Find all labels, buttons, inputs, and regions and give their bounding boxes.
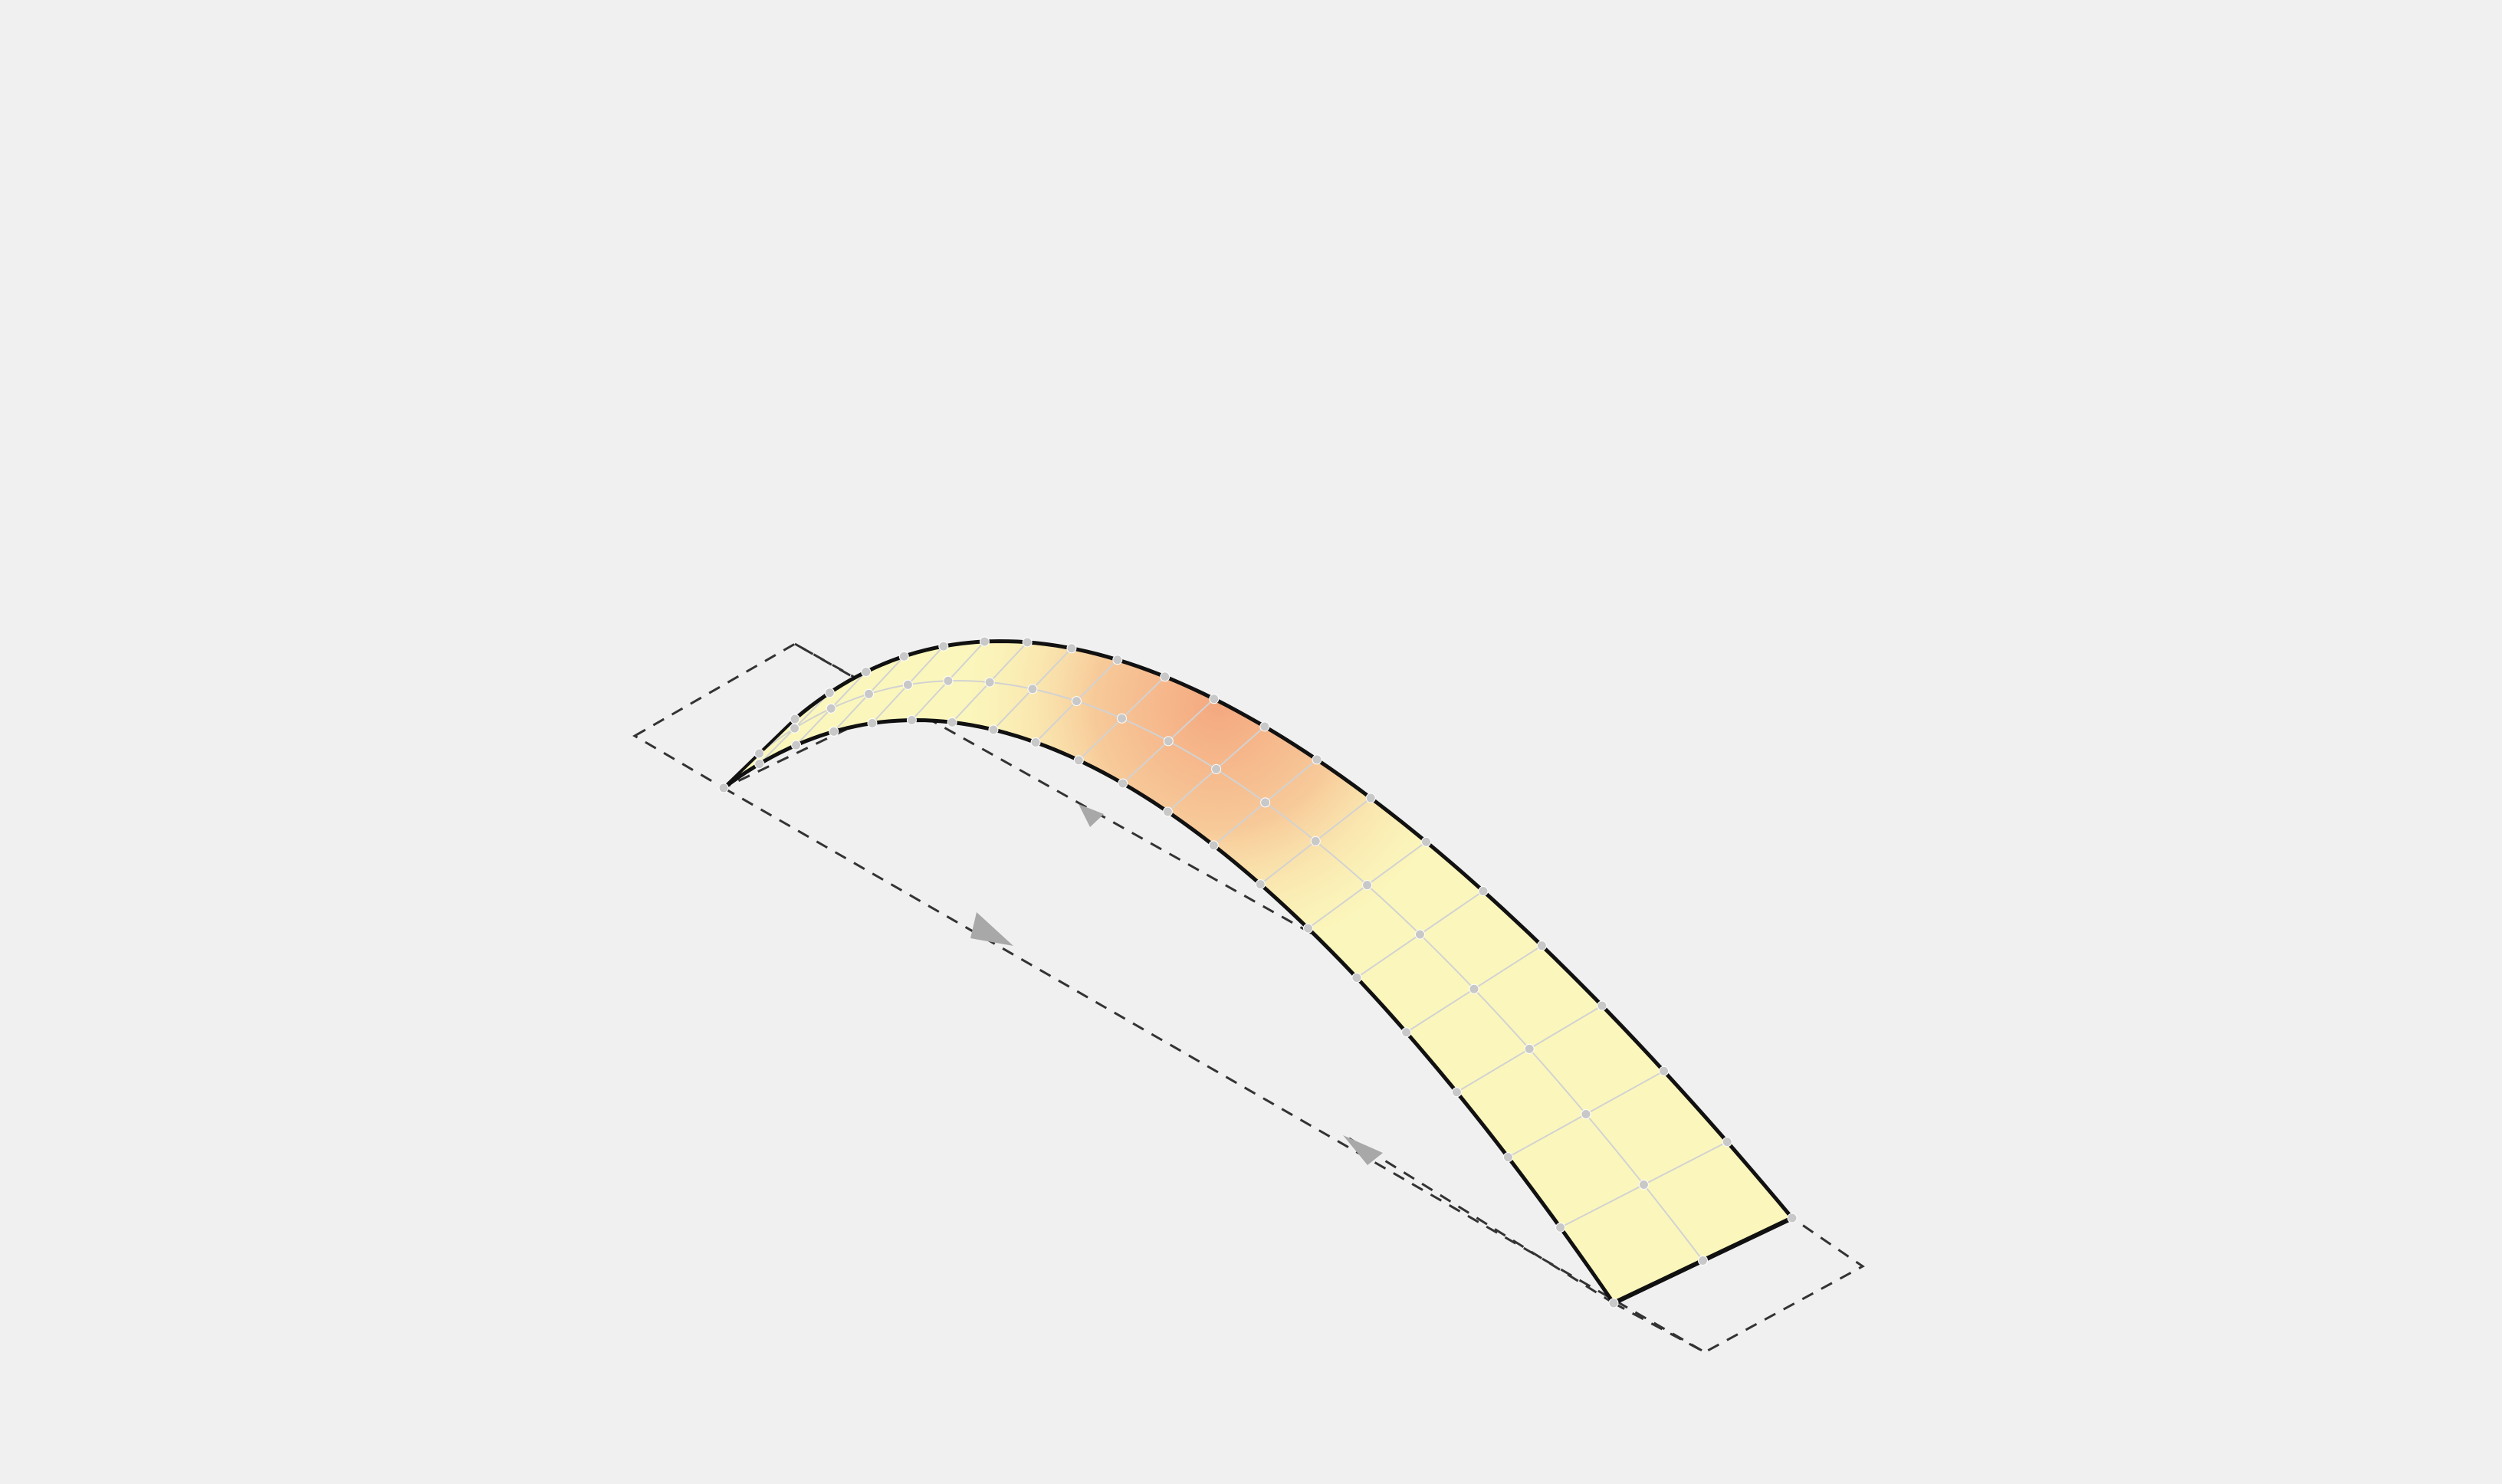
mesh-node xyxy=(1787,1213,1798,1223)
mesh-node xyxy=(1255,879,1266,890)
middle-direction-arrow xyxy=(970,912,1013,946)
mesh-node xyxy=(1362,880,1373,891)
mesh-node xyxy=(829,726,839,737)
mesh-node xyxy=(790,723,800,734)
mesh-node xyxy=(1117,713,1128,724)
mesh-node xyxy=(1259,721,1270,732)
mesh-node xyxy=(1421,836,1432,847)
mesh-node xyxy=(1351,973,1362,983)
direction-arrows-layer xyxy=(970,804,1383,1165)
mesh-node xyxy=(824,688,835,698)
mesh-node xyxy=(1160,671,1171,682)
mesh-node xyxy=(938,641,949,652)
surface-stress-highlight xyxy=(724,641,1792,1303)
mesh-node xyxy=(1118,778,1128,789)
mesh-node xyxy=(947,717,957,727)
mesh-node xyxy=(754,748,764,759)
mesh-node xyxy=(1022,637,1033,648)
mesh-node xyxy=(754,759,765,770)
mesh-nodes xyxy=(718,636,1798,1308)
mesh-node xyxy=(979,636,990,647)
mesh-node xyxy=(1112,655,1123,665)
mesh-node xyxy=(1451,1087,1462,1098)
mesh-node xyxy=(1163,736,1174,747)
mesh-node xyxy=(1209,694,1220,704)
mesh-node xyxy=(898,651,909,662)
mesh-node xyxy=(718,783,729,793)
mesh-node xyxy=(1659,1065,1670,1076)
lower-direction-arrow xyxy=(1343,1135,1383,1165)
mesh-node xyxy=(1071,696,1082,707)
mesh-node xyxy=(1312,754,1322,765)
mesh-node xyxy=(984,677,995,688)
lower-support-line xyxy=(723,786,1706,1354)
right-support-connector xyxy=(1348,1137,1614,1305)
mesh-node xyxy=(1310,836,1321,846)
mesh-node xyxy=(861,666,872,677)
mesh-node xyxy=(1502,1152,1513,1163)
mesh-node xyxy=(1524,1043,1535,1054)
mesh-node xyxy=(1066,643,1077,654)
mesh-node xyxy=(1698,1256,1708,1266)
mesh-node xyxy=(1365,793,1376,803)
mesh-node xyxy=(790,714,800,724)
mesh-node xyxy=(1638,1180,1649,1190)
mesh-node xyxy=(1211,763,1222,774)
mesh-node xyxy=(1469,983,1479,994)
mesh-node xyxy=(1208,840,1219,851)
mesh-node xyxy=(1555,1222,1566,1233)
mesh-node xyxy=(1722,1137,1732,1147)
mesh-node xyxy=(863,688,874,699)
mesh-node xyxy=(1536,941,1547,951)
mesh-node xyxy=(1073,755,1084,766)
mesh-node xyxy=(902,679,913,690)
mesh-node xyxy=(867,718,878,729)
mesh-node xyxy=(1608,1298,1619,1308)
mesh-node xyxy=(943,675,954,686)
mesh-node xyxy=(1414,929,1425,940)
mesh-node xyxy=(988,724,999,735)
mesh-node xyxy=(1030,737,1041,747)
arched-shell-surface[interactable] xyxy=(724,641,1792,1303)
mesh-node xyxy=(906,715,917,725)
mesh-node xyxy=(1027,684,1038,694)
mesh-node xyxy=(1260,797,1271,808)
mesh-node xyxy=(1162,806,1173,817)
mesh-node xyxy=(791,740,802,750)
mesh-node xyxy=(1401,1027,1412,1038)
mesh-node xyxy=(826,703,836,714)
mesh-node xyxy=(1478,885,1489,896)
mesh-node xyxy=(1581,1108,1591,1119)
mesh-node xyxy=(1597,1000,1607,1011)
mesh-node xyxy=(1303,923,1314,934)
upper-direction-arrow xyxy=(1079,804,1104,827)
